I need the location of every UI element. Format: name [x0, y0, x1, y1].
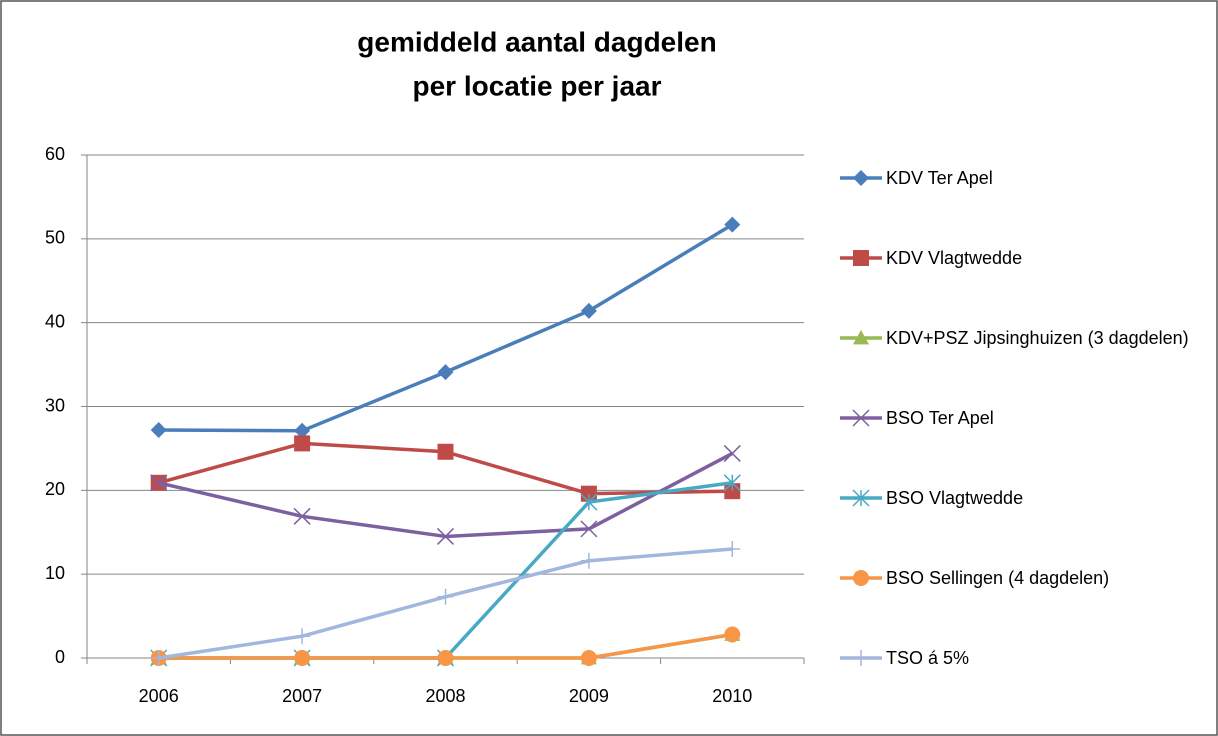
marker — [294, 628, 311, 645]
marker — [150, 421, 167, 438]
y-tick-label: 40 — [45, 311, 65, 331]
marker — [580, 302, 597, 319]
marker — [437, 364, 454, 381]
marker — [580, 520, 598, 538]
marker — [294, 435, 311, 452]
marker — [293, 507, 311, 525]
y-tick-label: 60 — [45, 144, 65, 164]
y-tick-label: 50 — [45, 228, 65, 248]
y-tick-label: 30 — [45, 395, 65, 415]
marker — [724, 626, 741, 643]
y-tick-label: 10 — [45, 563, 65, 583]
marker — [580, 493, 598, 511]
x-tick-label: 2006 — [139, 686, 179, 706]
legend-marker — [852, 489, 870, 507]
marker — [294, 422, 311, 439]
marker — [437, 588, 454, 605]
y-tick-label: 20 — [45, 479, 65, 499]
legend-marker — [853, 250, 869, 266]
legend-label: BSO Vlagtwedde — [886, 488, 1024, 508]
legend-label: KDV+PSZ Jipsinghuizen (3 dagdelen) — [886, 328, 1189, 348]
legend-label: KDV Vlagtwedde — [886, 248, 1023, 268]
marker — [436, 527, 455, 545]
legend-label: TSO á 5% — [886, 648, 970, 668]
marker — [724, 541, 741, 558]
legend-label: BSO Ter Apel — [886, 408, 994, 428]
marker — [580, 552, 597, 569]
marker — [437, 650, 454, 666]
marker — [580, 650, 597, 666]
marker — [437, 443, 454, 460]
x-tick-label: 2008 — [425, 686, 465, 706]
y-tick-label: 0 — [55, 647, 65, 667]
x-tick-label: 2007 — [282, 686, 322, 706]
legend-marker — [853, 170, 869, 186]
chart-title-line: gemiddeld aantal dagdelen — [357, 26, 716, 57]
legend-label: BSO Sellingen (4 dagdelen) — [886, 568, 1110, 588]
x-tick-label: 2009 — [569, 686, 609, 706]
marker — [150, 474, 168, 492]
chart-title-line: per locatie per jaar — [412, 70, 661, 101]
legend-marker — [853, 650, 869, 666]
marker — [723, 444, 741, 462]
marker — [150, 650, 167, 666]
marker — [724, 216, 741, 233]
legend-marker — [853, 570, 869, 586]
marker — [294, 650, 311, 666]
x-tick-label: 2010 — [712, 686, 752, 706]
legend-marker — [852, 409, 870, 427]
legend-marker — [853, 330, 869, 345]
legend-label: KDV Ter Apel — [886, 168, 993, 188]
marker — [723, 474, 741, 492]
